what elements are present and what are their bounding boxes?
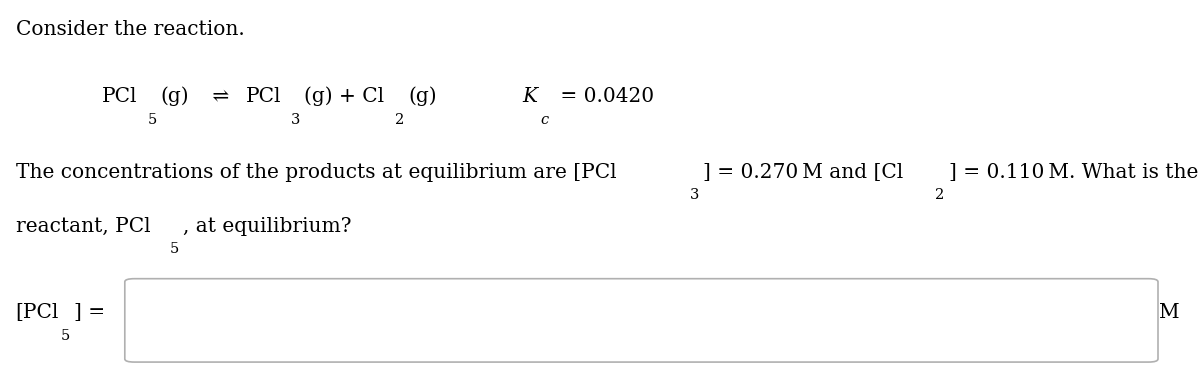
Text: = 0.0420: = 0.0420 [554,87,654,106]
Text: 5: 5 [170,242,179,256]
Text: (g): (g) [408,86,437,106]
Text: , at equilibrium?: , at equilibrium? [184,217,352,235]
Text: c: c [541,113,548,127]
Text: 5: 5 [148,113,157,127]
Text: 3: 3 [689,188,698,202]
Text: ] =: ] = [74,303,106,322]
Text: M: M [1159,303,1180,322]
Text: (g) + Cl: (g) + Cl [305,86,384,106]
Text: reactant, PCl: reactant, PCl [16,217,150,235]
Text: Consider the reaction.: Consider the reaction. [16,20,245,39]
Text: PCl: PCl [102,87,138,106]
Text: 2: 2 [396,113,404,127]
Text: The concentrations of the products at equilibrium are [PCl: The concentrations of the products at eq… [16,163,617,181]
Text: ] = 0.270 M and [Cl: ] = 0.270 M and [Cl [703,163,902,181]
Text: (g): (g) [161,86,190,106]
Text: 5: 5 [61,329,71,343]
FancyBboxPatch shape [125,279,1158,362]
Text: ⇌: ⇌ [206,87,236,106]
Text: 3: 3 [292,113,300,127]
Text: K: K [522,87,538,106]
Text: PCl: PCl [246,87,281,106]
Text: ] = 0.110 M. What is the concentration of the: ] = 0.110 M. What is the concentration o… [949,163,1200,181]
Text: [PCl: [PCl [16,303,59,322]
Text: 2: 2 [936,188,944,202]
